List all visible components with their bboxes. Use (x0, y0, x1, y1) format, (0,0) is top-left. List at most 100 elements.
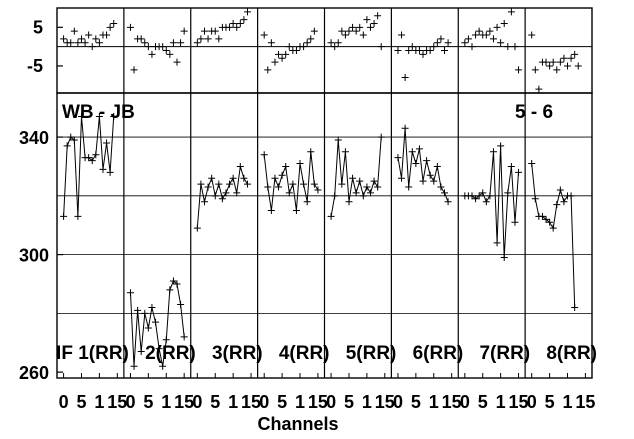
amplitude-point (222, 189, 230, 197)
amplitude-point (292, 207, 300, 215)
x-tick-label: 15 (375, 392, 395, 412)
amplitude-point (468, 192, 476, 200)
phase-point (103, 31, 111, 39)
amplitude-point (88, 157, 96, 165)
panel-label: 6(RR) (413, 343, 464, 364)
amplitude-point (553, 201, 561, 209)
amplitude-point (240, 174, 248, 182)
amplitude-point (352, 189, 360, 197)
amplitude-point (204, 183, 212, 191)
phase-point (193, 39, 201, 47)
amplitude-point (229, 174, 237, 182)
amplitude-point (546, 218, 554, 226)
x-tick-label: 0 (192, 392, 202, 412)
amplitude-point (152, 318, 160, 326)
phase-point (95, 39, 103, 47)
amplitude-point (60, 212, 68, 220)
amplitude-point (296, 160, 304, 168)
x-tick-label: 5 (545, 392, 555, 412)
amplitude-point (106, 168, 114, 176)
phase-point (106, 23, 114, 31)
phase-point (468, 43, 476, 51)
amplitude-point (433, 162, 441, 170)
lower-y-tick-label: 260 (19, 363, 49, 383)
amplitude-point (141, 309, 149, 317)
phase-point (81, 39, 89, 47)
panel-label: 4(RR) (279, 343, 330, 364)
amplitude-point (374, 183, 382, 191)
phase-point (345, 27, 353, 35)
amplitude-point (370, 177, 378, 185)
lower-y-tick-label: 340 (19, 128, 49, 148)
amplitude-point (327, 212, 335, 220)
amplitude-point (511, 218, 519, 226)
phase-point (401, 74, 409, 82)
x-tick-label: 5 (143, 392, 153, 412)
lower-y-tick-label: 300 (19, 246, 49, 266)
amplitude-point (271, 174, 279, 182)
phase-point (415, 47, 423, 54)
phase-point (475, 27, 483, 35)
phase-point (511, 43, 519, 51)
phase-point (130, 66, 138, 74)
phase-point (126, 23, 134, 31)
x-tick-label: 0 (527, 392, 537, 412)
phase-point (85, 31, 93, 39)
amplitude-point (507, 162, 515, 170)
phase-point (464, 35, 472, 43)
phase-point (215, 35, 223, 43)
amplitude-point (180, 333, 188, 341)
amplitude-point (560, 198, 568, 206)
amplitude-point (310, 180, 318, 188)
phase-point (243, 8, 251, 16)
amplitude-point (538, 212, 546, 220)
amplitude-point (85, 154, 93, 162)
amplitude-point (208, 174, 216, 182)
amplitude-point (444, 198, 452, 206)
amplitude-point (264, 183, 272, 191)
phase-point (405, 47, 413, 54)
panel-label: 8(RR) (546, 343, 597, 364)
phase-point (197, 35, 205, 43)
x-tick-label: 5 (277, 392, 287, 412)
phase-point (352, 27, 360, 35)
phase-point (482, 31, 490, 39)
phase-point (60, 35, 68, 43)
x-tick-label: 0 (59, 392, 69, 412)
amplitude-point (177, 301, 185, 309)
amplitude-point (549, 224, 557, 232)
phase-point (166, 50, 174, 58)
amplitude-point (303, 198, 311, 206)
amplitude-point (349, 174, 357, 182)
amplitude-series-line (130, 280, 185, 367)
phase-point (419, 50, 427, 58)
phase-point (493, 23, 501, 31)
amplitude-point (226, 180, 234, 188)
amplitude-point (200, 198, 208, 206)
phase-point (334, 39, 342, 47)
phase-point (300, 43, 308, 51)
amplitude-point (556, 186, 564, 194)
amplitude-point (419, 177, 427, 185)
amplitude-series-line (464, 145, 519, 258)
phase-point (553, 66, 561, 74)
amplitude-point (334, 136, 342, 144)
amplitude-point (486, 192, 494, 200)
phase-point (169, 39, 177, 47)
amplitude-point (70, 136, 78, 144)
panel-label: 2(RR) (145, 343, 196, 364)
phase-point (341, 31, 349, 39)
x-tick-label: 1 (362, 392, 372, 412)
x-tick-label: 15 (107, 392, 127, 412)
x-tick-label: 1 (228, 392, 238, 412)
x-axis-title: Channels (257, 414, 338, 434)
amplitude-point (144, 324, 152, 332)
amplitude-point (169, 277, 177, 285)
phase-point (327, 39, 335, 47)
phase-point (504, 43, 512, 51)
amplitude-point (95, 113, 103, 121)
x-tick-label: 0 (460, 392, 470, 412)
phase-point (437, 35, 445, 43)
phase-point (162, 47, 170, 54)
